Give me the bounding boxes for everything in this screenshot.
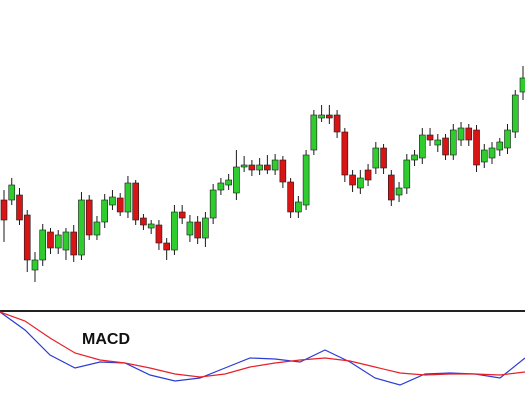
candle-body (225, 179, 232, 186)
candle-body (93, 221, 101, 236)
candle-body (349, 174, 356, 186)
candle-body (449, 129, 457, 156)
candle-body (116, 197, 124, 213)
candle-body (403, 159, 411, 189)
candle-body (318, 114, 325, 119)
candle-body (426, 134, 434, 141)
candle-body (186, 221, 194, 236)
candle-body (326, 114, 333, 119)
candle-body (418, 134, 426, 159)
candle-body (380, 147, 387, 169)
candle-body (411, 154, 418, 161)
candle-body (372, 147, 380, 169)
candle-body (23, 214, 31, 261)
candle-body (109, 196, 116, 206)
candle-body (178, 211, 186, 219)
candle-body (434, 139, 442, 146)
candle-body (70, 231, 78, 256)
candle-body (480, 149, 488, 163)
candle-body (47, 231, 54, 249)
candle-body (519, 77, 525, 93)
candle-body (504, 129, 511, 149)
candle-body (364, 169, 372, 181)
candle-body (132, 182, 139, 221)
candle-body (287, 181, 294, 213)
candle-body (357, 177, 364, 189)
candle-body (163, 242, 170, 251)
candle-body (457, 127, 465, 141)
candle-body (395, 187, 403, 196)
candle-body (39, 229, 47, 261)
candle-body (442, 137, 449, 156)
candle-body (388, 174, 395, 201)
candle-body (233, 166, 240, 194)
candle-body (217, 182, 225, 191)
candle-body (78, 199, 85, 256)
candle-body (155, 224, 163, 244)
candle-body (16, 194, 23, 221)
candle-body (496, 141, 504, 151)
candle-body (341, 131, 349, 176)
macd-line (0, 311, 525, 386)
candle-body (310, 114, 318, 151)
macd-line (0, 311, 525, 378)
candle-body (488, 147, 496, 159)
candle-body (31, 259, 39, 271)
candle-body (54, 234, 62, 249)
candle-body (85, 199, 93, 236)
candle-body (240, 164, 248, 168)
candle-body (171, 211, 178, 251)
candle-body (0, 199, 8, 221)
candle-body (473, 129, 480, 166)
candle-body (101, 199, 109, 223)
candle-body (295, 201, 302, 213)
candle-body (465, 127, 473, 141)
candle-body (209, 189, 217, 219)
candle-body (264, 164, 271, 171)
candle-body (8, 184, 16, 201)
candle-body (511, 94, 519, 133)
candle-body (302, 154, 310, 206)
candle-body (147, 223, 155, 229)
macd-title: MACD (82, 331, 130, 348)
candle-body (248, 164, 256, 171)
candle-body (333, 114, 341, 133)
candle-body (271, 159, 279, 171)
candle-body (140, 217, 147, 226)
candle-body (256, 164, 263, 171)
candle-body (124, 182, 132, 213)
candle-body (279, 159, 287, 183)
candle-body (194, 221, 201, 239)
candle-body (202, 217, 209, 239)
candle-body (62, 231, 70, 251)
